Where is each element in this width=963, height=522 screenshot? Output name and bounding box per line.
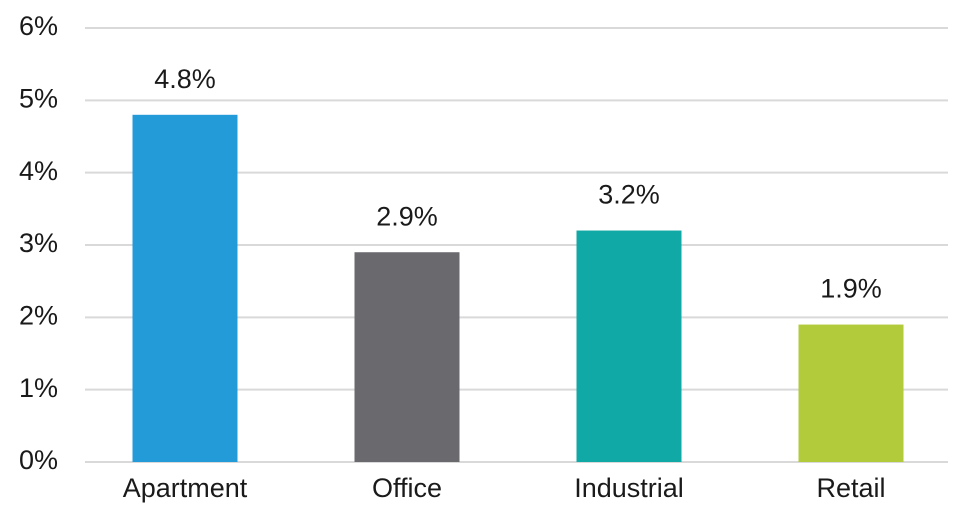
value-label: 2.9% bbox=[376, 201, 438, 231]
x-tick-label: Office bbox=[372, 473, 442, 503]
x-tick-label: Retail bbox=[816, 473, 885, 503]
bar bbox=[798, 324, 904, 462]
x-tick-label: Apartment bbox=[123, 473, 248, 503]
value-label: 1.9% bbox=[820, 274, 882, 304]
y-tick-label: 1% bbox=[19, 373, 58, 403]
y-tick-label: 5% bbox=[19, 83, 58, 113]
value-label: 3.2% bbox=[598, 180, 660, 210]
y-tick-label: 6% bbox=[19, 11, 58, 41]
bar bbox=[354, 252, 460, 462]
y-tick-label: 4% bbox=[19, 156, 58, 186]
bar bbox=[132, 114, 238, 463]
value-label: 4.8% bbox=[154, 64, 216, 94]
x-tick-label: Industrial bbox=[574, 473, 684, 503]
y-tick-label: 2% bbox=[19, 300, 58, 330]
y-tick-label: 3% bbox=[19, 228, 58, 258]
bar bbox=[576, 230, 682, 462]
y-tick-label: 0% bbox=[19, 445, 58, 475]
